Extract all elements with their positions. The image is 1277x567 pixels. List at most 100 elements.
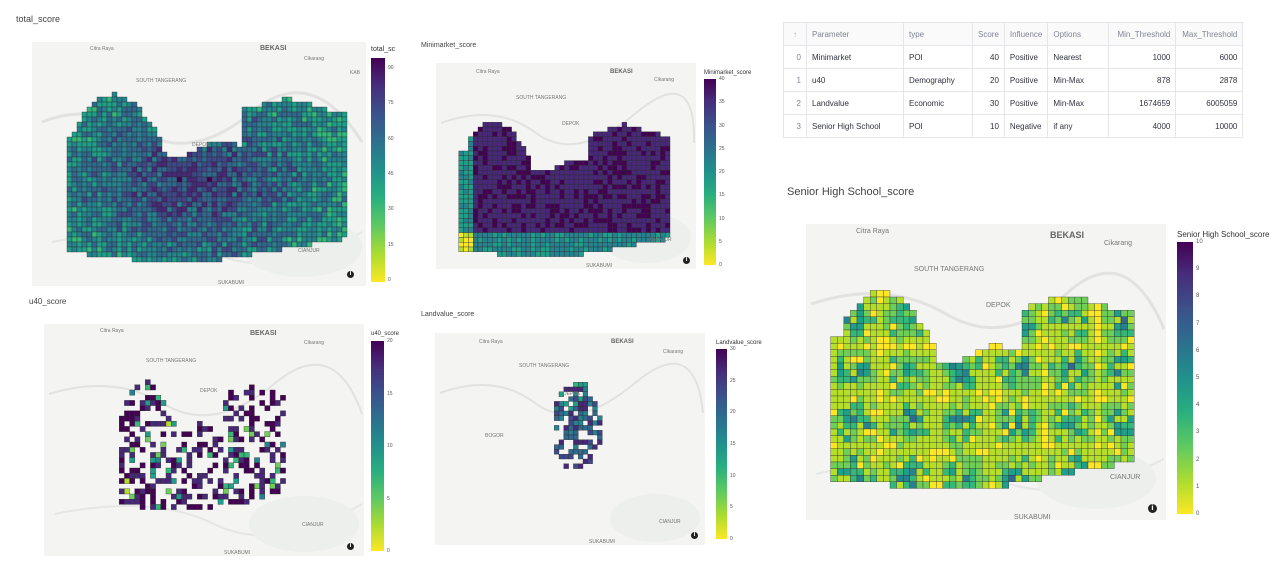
info-icon[interactable]: i	[691, 532, 698, 539]
column-header-type[interactable]: type	[903, 22, 973, 46]
info-icon[interactable]: i	[1148, 504, 1157, 513]
colorbar-tick-label: 5	[387, 495, 390, 502]
map-label-depok: DEPOK	[563, 391, 581, 397]
table-header-row: ↑ Parameter type Score Influence Options…	[783, 22, 1244, 46]
column-header-max-threshold[interactable]: Max_Threshold	[1175, 22, 1244, 46]
cell-type[interactable]: POI	[903, 114, 973, 138]
minimarket-score-map[interactable]	[436, 63, 696, 269]
total-score-grid	[66, 91, 348, 263]
colorbar-tick-label: 35	[719, 99, 725, 106]
info-icon[interactable]: i	[347, 271, 354, 278]
colorbar-tick-label: 90	[388, 65, 394, 71]
map-label-cianjur: CIANJUR	[298, 248, 320, 254]
minimarket-score-map-panel[interactable]: Citra Raya BEKASI Cikarang SOUTH TANGERA…	[436, 63, 696, 269]
cell-max-threshold[interactable]: 10000	[1175, 114, 1244, 138]
column-header-options[interactable]: Options	[1047, 22, 1110, 46]
cell-type[interactable]: POI	[903, 45, 973, 69]
cell-parameter[interactable]: Minimarket	[806, 45, 904, 69]
u40-score-title: u40_score	[29, 297, 67, 306]
table-row[interactable]: 2 Landvalue Economic 30 Positive Min-Max…	[783, 91, 1244, 115]
colorbar-tick-label: 5	[719, 238, 722, 245]
cell-options[interactable]: Min-Max	[1047, 91, 1110, 115]
cell-type[interactable]: Economic	[903, 91, 973, 115]
u40-score-map-panel[interactable]: Citra Raya BEKASI Cikarang SOUTH TANGERA…	[44, 324, 364, 556]
map-label-cianjur: CIANJUR	[659, 519, 681, 525]
colorbar-tick-label: 75	[388, 100, 394, 107]
shs-score-map[interactable]	[806, 224, 1166, 520]
cell-parameter[interactable]: Landvalue	[806, 91, 904, 115]
table-row[interactable]: 1 u40 Demography 20 Positive Min-Max 878…	[783, 68, 1244, 92]
map-label-depok: DEPOK	[200, 388, 218, 394]
map-label-bekasi: BEKASI	[250, 330, 277, 337]
map-label-depok: DEPOK	[192, 142, 210, 148]
total-score-colorbar: total_sc 90 75 60 45 30 15 0	[371, 46, 401, 286]
total-score-map[interactable]	[32, 42, 366, 286]
parameters-table[interactable]: ↑ Parameter type Score Influence Options…	[783, 22, 1244, 138]
column-header-min-threshold[interactable]: Min_Threshold	[1108, 22, 1177, 46]
column-header-score[interactable]: Score	[972, 22, 1005, 46]
colorbar-title: Senior High School_score	[1177, 230, 1270, 239]
cell-score[interactable]: 20	[972, 68, 1005, 92]
cell-influence[interactable]: Positive	[1003, 45, 1049, 69]
shs-score-title: Senior High School_score	[787, 186, 915, 198]
cell-type[interactable]: Demography	[903, 68, 973, 92]
landvalue-score-map[interactable]	[435, 333, 705, 545]
table-row[interactable]: 3 Senior High School POI 10 Negative if …	[783, 114, 1244, 138]
colorbar-tick-label: 10	[1196, 239, 1203, 245]
total-score-map-panel[interactable]: Citra Raya BEKASI Cikarang SOUTH TANGERA…	[32, 42, 366, 286]
cell-min-threshold[interactable]: 878	[1108, 68, 1177, 92]
info-icon[interactable]: i	[347, 543, 354, 550]
sort-arrow-icon[interactable]: ↑	[783, 22, 807, 46]
colorbar-tick-label: 20	[719, 169, 725, 175]
cell-min-threshold[interactable]: 4000	[1108, 114, 1177, 138]
cell-parameter[interactable]: u40	[806, 68, 904, 92]
landvalue-score-colorbar: Landvalue_score 30 25 20 15 10 5 0	[716, 340, 762, 542]
total-score-title: total_score	[16, 14, 61, 24]
map-label-cianjur: CIANJUR	[1110, 474, 1141, 481]
column-header-influence[interactable]: Influence	[1003, 22, 1049, 46]
cell-options[interactable]: Nearest	[1047, 45, 1110, 69]
colorbar-gradient	[716, 349, 727, 539]
map-label-sukabumi: SUKABUMI	[218, 280, 245, 286]
map-label-bekasi: BEKASI	[260, 45, 287, 52]
colorbar-tick-label: 45	[388, 171, 394, 177]
cell-max-threshold[interactable]: 6000	[1175, 45, 1244, 69]
colorbar-tick-label: 40	[719, 76, 725, 82]
map-label-bekasi: BEKASI	[611, 339, 634, 345]
map-label-kab: KAB	[350, 70, 361, 76]
cell-max-threshold[interactable]: 6005059	[1175, 91, 1244, 115]
cell-score[interactable]: 30	[972, 91, 1005, 115]
column-header-parameter[interactable]: Parameter	[806, 22, 904, 46]
cell-score[interactable]: 10	[972, 114, 1005, 138]
map-label-sukabumi: SUKABUMI	[1014, 514, 1051, 521]
shs-score-map-panel[interactable]: Citra Raya BEKASI Cikarang SOUTH TANGERA…	[806, 224, 1166, 521]
cell-influence[interactable]: Positive	[1003, 91, 1049, 115]
minimarket-score-colorbar: Minimarket_score 40 35 30 25 20 15 10 5 0	[704, 70, 751, 270]
colorbar-gradient	[371, 341, 384, 551]
cell-min-threshold[interactable]: 1674659	[1108, 91, 1177, 115]
map-label-sukabumi: SUKABUMI	[589, 539, 616, 545]
cell-score[interactable]: 40	[972, 45, 1005, 69]
colorbar-tick-label: 10	[719, 215, 725, 222]
map-label-cianjur: CIANJUR	[302, 522, 324, 528]
u40-score-map[interactable]	[44, 324, 364, 556]
landvalue-score-title: Landvalue_score	[421, 311, 475, 318]
cell-influence[interactable]: Negative	[1003, 114, 1049, 138]
landvalue-score-map-panel[interactable]: Citra Raya BEKASI Cikarang SOUTH TANGERA…	[435, 333, 705, 545]
map-label-cikarang: Cikarang	[654, 77, 675, 83]
table-row[interactable]: 0 Minimarket POI 40 Positive Nearest 100…	[783, 45, 1244, 69]
map-label-south-tangerang: SOUTH TANGERANG	[136, 78, 187, 84]
cell-max-threshold[interactable]: 2878	[1175, 68, 1244, 92]
colorbar-tick-label: 5	[1196, 375, 1200, 381]
colorbar-tick-label: 0	[730, 536, 733, 542]
cell-parameter[interactable]: Senior High School	[806, 114, 904, 138]
cell-influence[interactable]: Positive	[1003, 68, 1049, 92]
map-label-depok: DEPOK	[562, 121, 580, 127]
map-label-south-tangerang: SOUTH TANGERANG	[146, 358, 197, 364]
cell-options[interactable]: if any	[1047, 114, 1110, 138]
cell-min-threshold[interactable]: 1000	[1108, 45, 1177, 69]
colorbar-tick-label: 5	[730, 504, 733, 511]
cell-options[interactable]: Min-Max	[1047, 68, 1110, 92]
map-label-south-tangerang: SOUTH TANGERANG	[519, 363, 570, 369]
info-icon[interactable]: i	[683, 257, 690, 264]
